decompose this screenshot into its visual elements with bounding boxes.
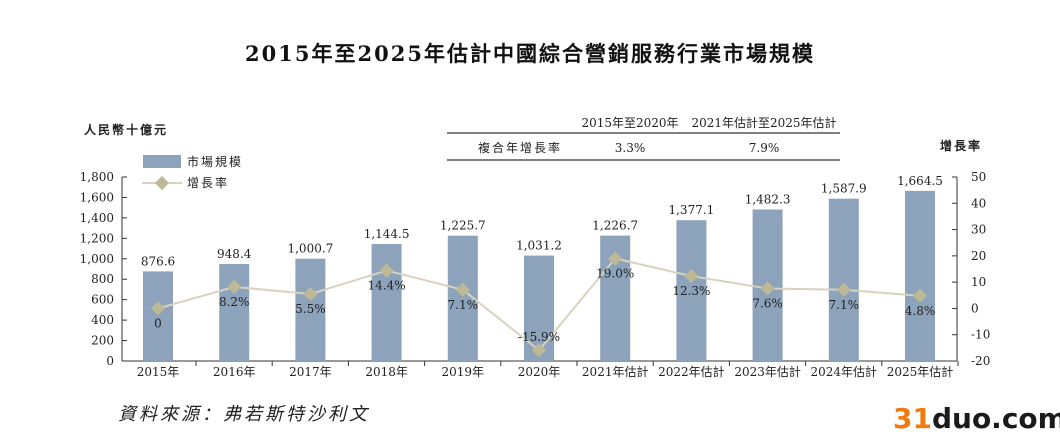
x-tick-label: 2015年 (137, 365, 180, 379)
x-tick-label: 2025年估計 (887, 364, 954, 379)
cagr-value: 7.9% (749, 141, 780, 155)
x-tick-label: 2017年 (289, 365, 332, 379)
chart-title: 2015年至2025年估計中國綜合營銷服務行業市場規模 (245, 41, 815, 66)
bar-data-label: 1,482.3 (745, 192, 791, 206)
bar-data-label: 1,587.9 (821, 182, 867, 196)
y-tick-label: 800 (91, 272, 114, 286)
y-tick-label: 1,400 (80, 211, 114, 225)
y-tick-label: 200 (91, 334, 114, 348)
bar-data-label: 1,377.1 (668, 203, 714, 217)
bar-data-label: 1,664.5 (897, 174, 943, 188)
growth-data-label: 7.6% (752, 296, 783, 310)
y-tick-label: 400 (91, 313, 114, 327)
bar-data-label: 1,225.7 (440, 219, 486, 233)
growth-marker (760, 281, 775, 296)
x-tick-label: 2016年 (213, 365, 256, 379)
bar-data-label: 876.6 (141, 254, 175, 268)
growth-marker (379, 263, 394, 278)
x-tick-label: 2019年 (442, 365, 485, 379)
growth-data-label: 14.4% (368, 279, 406, 293)
growth-marker (455, 282, 470, 297)
cagr-header: 2021年估計至2025年估計 (691, 115, 836, 130)
growth-data-label: 5.5% (295, 302, 326, 316)
growth-marker (531, 343, 547, 358)
legend-label: 增長率 (187, 175, 229, 190)
y-tick-label: 600 (91, 293, 114, 307)
y-tick-label: 1,800 (80, 170, 114, 184)
growth-data-label: 12.3% (672, 284, 710, 298)
growth-marker (608, 251, 623, 266)
growth-marker (303, 286, 318, 302)
growth-marker (836, 282, 851, 297)
growth-data-label: 7.1% (829, 298, 860, 312)
y2-tick-label: 0 (971, 301, 979, 315)
y2-tick-label: 30 (971, 223, 986, 237)
x-tick-label: 2023年估計 (734, 364, 801, 379)
growth-marker (227, 279, 242, 294)
bar (143, 271, 173, 361)
growth-data-label: 7.1% (448, 298, 479, 312)
source-note: 資料來源：弗若斯特沙利文 (118, 404, 370, 425)
bar (676, 220, 707, 361)
bar (371, 244, 402, 361)
growth-data-label: 8.2% (219, 295, 250, 309)
bar (295, 258, 326, 361)
growth-data-label: 0 (154, 316, 162, 330)
growth-marker (684, 269, 699, 284)
bar (219, 264, 250, 361)
x-tick-label: 2020年 (518, 365, 561, 379)
growth-marker (150, 301, 166, 316)
growth-marker (912, 288, 928, 303)
legend-label: 市場規模 (187, 154, 243, 169)
bar-data-label: 1,000.7 (287, 242, 333, 256)
bar-data-label: 1,144.5 (364, 227, 410, 241)
bar (828, 198, 859, 361)
bar-data-label: 1,226.7 (592, 219, 638, 233)
x-tick-label: 2021年估計 (582, 364, 649, 379)
cagr-value: 3.3% (615, 141, 646, 155)
y2-tick-label: 10 (971, 275, 986, 289)
y-tick-label: 1,000 (80, 252, 114, 266)
watermark-logo: 31duo.com (893, 402, 1060, 435)
growth-data-label: 4.8% (905, 304, 936, 318)
legend-marker (154, 175, 170, 191)
y-tick-label: 0 (106, 354, 114, 368)
x-tick-label: 2024年估計 (811, 364, 878, 379)
y2-tick-label: 40 (971, 196, 986, 210)
growth-data-label: -15.9% (518, 330, 560, 344)
y2-tick-label: -10 (971, 328, 990, 342)
y2-axis-label: 增長率 (940, 138, 982, 153)
bar-data-label: 1,031.2 (516, 239, 562, 253)
bar (905, 190, 935, 361)
x-tick-label: 2018年 (365, 365, 408, 379)
growth-data-label: 19.0% (596, 266, 634, 280)
y2-tick-label: -20 (971, 354, 990, 368)
y2-tick-label: 20 (971, 249, 986, 263)
bar-data-label: 948.4 (217, 247, 252, 261)
legend-bar-swatch (143, 155, 181, 168)
y-axis-label: 人民幣十億元 (84, 122, 168, 137)
cagr-row-label: 複合年增長率 (478, 140, 562, 155)
y-tick-label: 1,200 (80, 231, 114, 245)
cagr-header: 2015年至2020年 (581, 116, 678, 130)
y-tick-label: 1,600 (80, 190, 114, 204)
y2-tick-label: 50 (971, 170, 986, 184)
x-tick-label: 2022年估計 (658, 364, 725, 379)
